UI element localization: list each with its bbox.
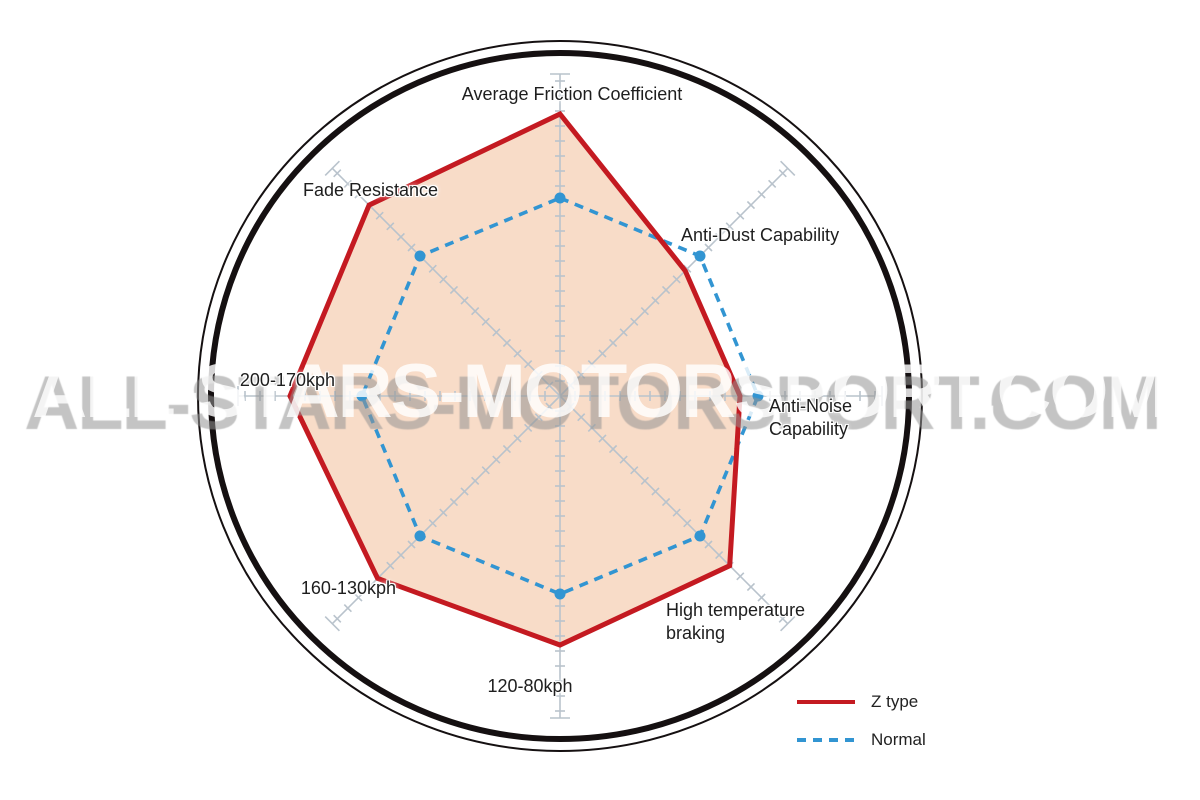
axis-label-120-80kph: 120-80kph <box>487 676 573 696</box>
axis-label-160-130kph: 160-130kph <box>300 578 396 598</box>
legend-item-normal: Normal <box>797 726 926 754</box>
legend-item-z-type: Z type <box>797 688 926 716</box>
axis-label-anti-dust-capability: Anti-Dust Capability <box>681 225 840 245</box>
legend-label-normal: Normal <box>871 730 926 749</box>
axis-label-average-friction-coefficient: Average Friction Coefficient <box>461 84 683 104</box>
legend-label-z-type: Z type <box>871 692 919 711</box>
axis-label-anti-noise-capability: Anti-Noise Capability <box>769 396 853 440</box>
axis-label-200-170kph: 200-170kph <box>239 370 335 390</box>
legend: Z type Normal <box>797 688 926 764</box>
legend-swatch-normal-dashed-line <box>797 738 855 742</box>
legend-swatch-z-type-solid-line <box>797 700 855 704</box>
axis-label-fade-resistance: Fade Resistance <box>303 180 439 200</box>
axis-label-high-temperature-braking: High temperature braking <box>666 600 806 644</box>
